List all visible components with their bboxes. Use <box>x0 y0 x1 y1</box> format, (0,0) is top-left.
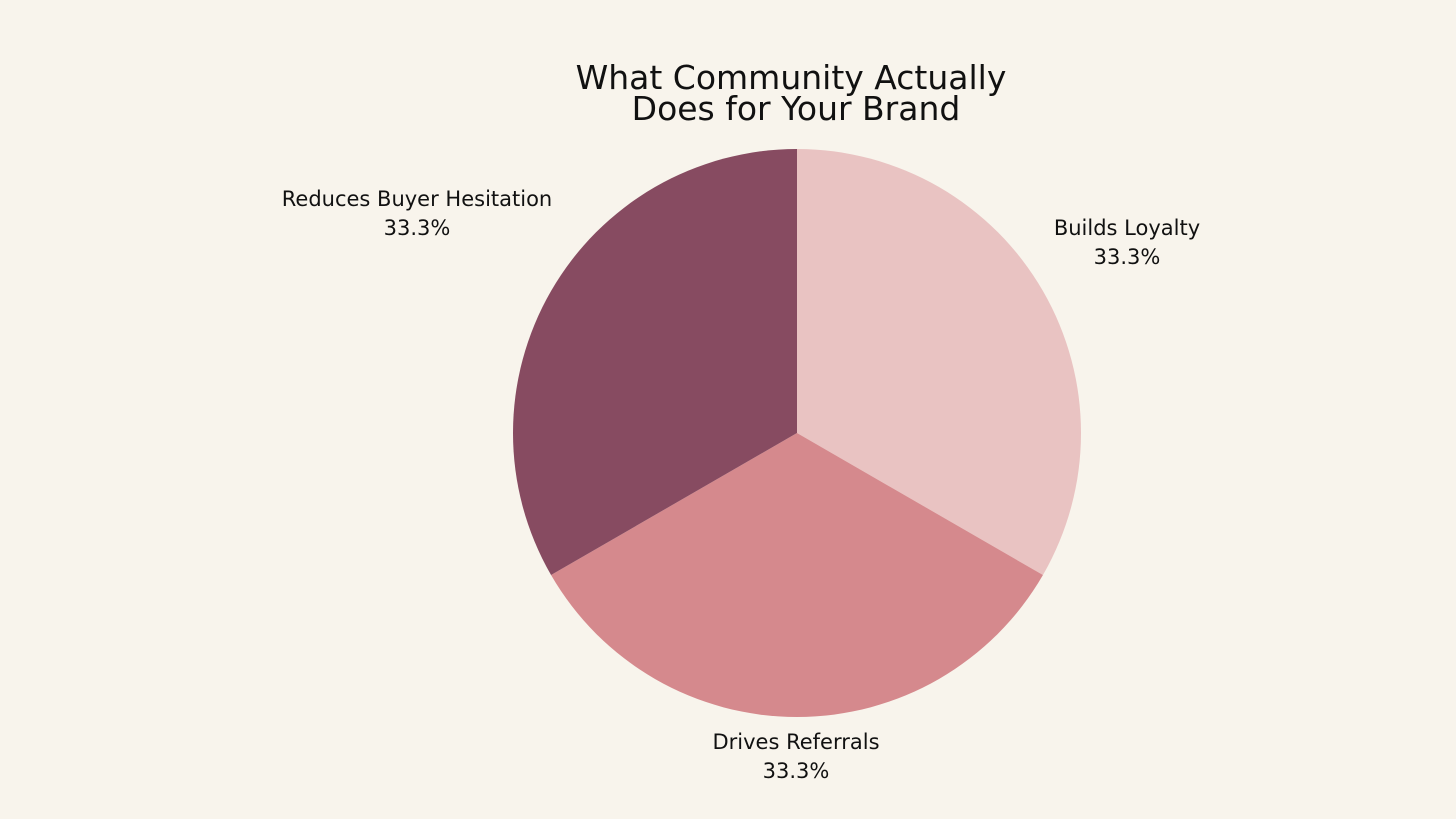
pie-labels: Builds Loyalty 33.3% Drives Referrals 33.3%… <box>282 187 1200 783</box>
slice-percent-label: 33.3% <box>763 759 830 783</box>
pie-slices <box>513 149 1081 717</box>
slice-label: Drives Referrals <box>712 730 879 754</box>
pie-slice-reduces-buyer-hesitation <box>513 149 797 575</box>
slice-percent-label: 33.3% <box>1094 245 1161 269</box>
pie-slice-builds-loyalty <box>797 149 1081 575</box>
chart-title-line-1: What Community Actually <box>576 58 1007 97</box>
slice-label: Reduces Buyer Hesitation <box>282 187 552 211</box>
pie-slice-drives-referrals <box>551 433 1043 717</box>
slice-label: Builds Loyalty <box>1054 216 1200 240</box>
slice-percent-label: 33.3% <box>384 216 451 240</box>
chart-title-line-2: Does for Your Brand <box>632 89 961 128</box>
